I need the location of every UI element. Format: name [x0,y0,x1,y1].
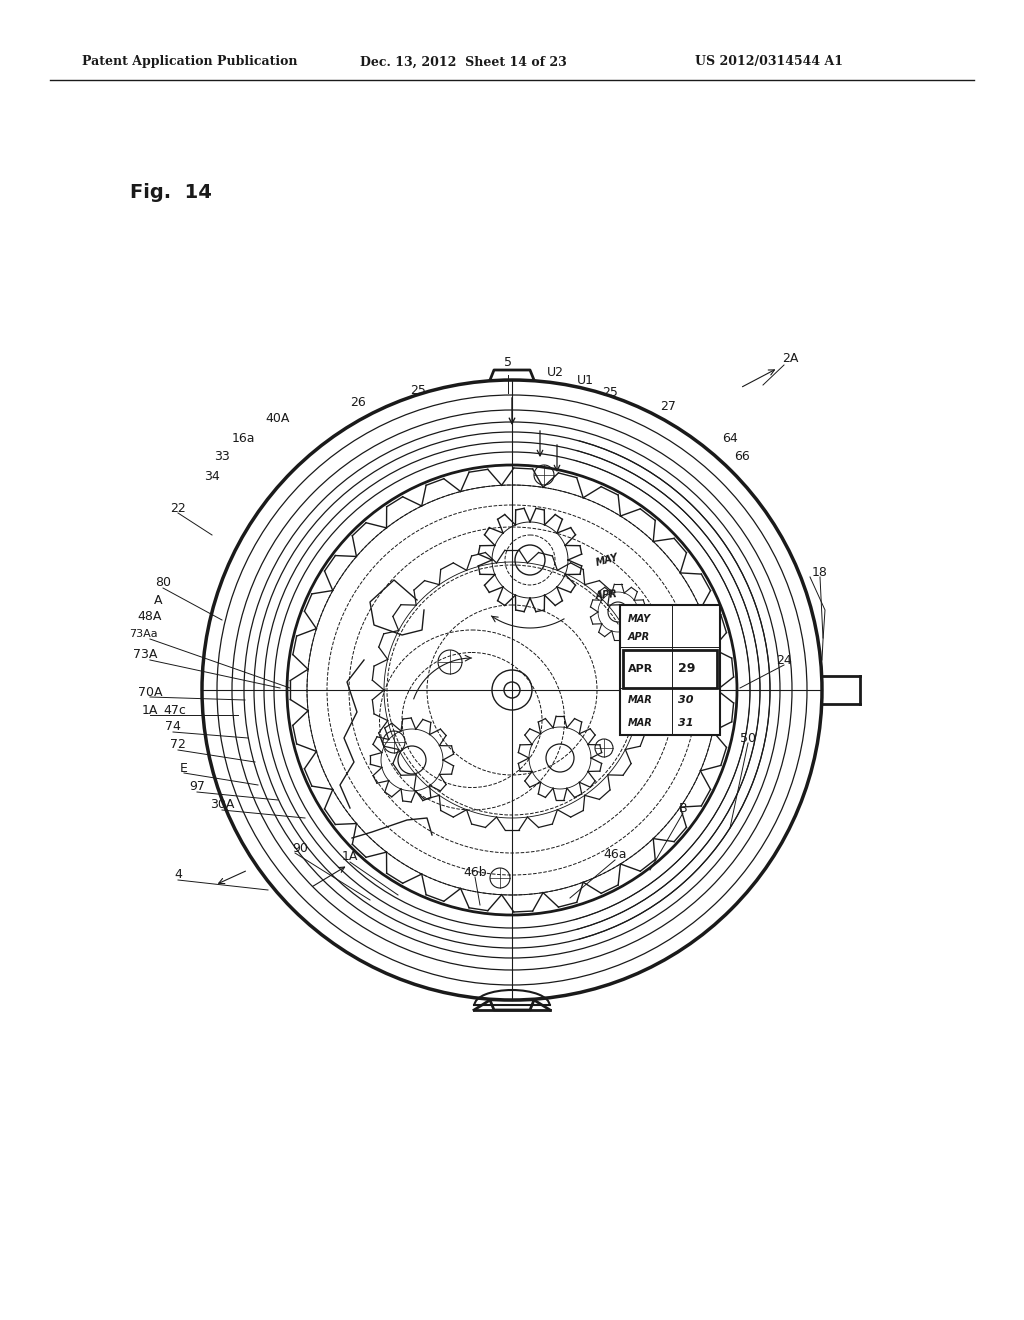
Text: 64: 64 [722,432,738,445]
Text: 16a: 16a [231,432,255,445]
Text: E: E [180,762,188,775]
Text: Fig.  14: Fig. 14 [130,182,212,202]
Text: 31: 31 [678,718,693,729]
Text: 25: 25 [602,387,617,400]
Text: U1: U1 [577,374,594,387]
Text: 33: 33 [214,450,229,463]
Text: 30A: 30A [210,799,234,812]
Bar [623,649,717,688]
Text: 73A: 73A [133,648,158,661]
Text: 30: 30 [678,696,693,705]
Text: 4: 4 [174,869,182,882]
Text: 22: 22 [170,502,186,515]
Text: MAY: MAY [595,552,620,568]
Text: 46b: 46b [463,866,486,879]
Bar [620,605,720,735]
Text: 40A: 40A [266,412,290,425]
Text: MAR: MAR [628,696,652,705]
Text: US 2012/0314544 A1: US 2012/0314544 A1 [695,55,843,69]
Text: 29: 29 [678,663,695,676]
Text: 97: 97 [189,780,205,793]
Text: 50: 50 [740,731,756,744]
Text: APR: APR [595,589,617,601]
Text: 70A: 70A [138,685,162,698]
Text: MAY: MAY [628,614,651,624]
Text: 25: 25 [410,384,426,396]
Text: 26: 26 [350,396,366,409]
Text: B: B [679,801,687,814]
Text: APR: APR [628,664,653,675]
Text: A: A [154,594,162,606]
Text: 27: 27 [660,400,676,413]
Text: 72: 72 [170,738,186,751]
Text: 1A: 1A [141,704,158,717]
Text: 24: 24 [776,653,792,667]
Text: 18: 18 [812,565,828,578]
Text: 34: 34 [204,470,220,483]
Text: U2: U2 [547,367,563,380]
Text: 80: 80 [155,577,171,590]
Text: Patent Application Publication: Patent Application Publication [82,55,298,69]
Text: 1A: 1A [342,850,358,863]
Text: 73Aa: 73Aa [129,630,158,639]
Text: MAR: MAR [628,718,652,729]
Text: 5: 5 [504,355,512,368]
Text: 47c: 47c [164,704,186,717]
Text: 74: 74 [165,721,181,734]
Text: APR: APR [628,632,650,642]
Text: 90: 90 [292,842,308,854]
Text: 2A: 2A [781,351,798,364]
Text: 48A: 48A [138,610,162,623]
Text: 46a: 46a [603,849,627,862]
Text: Dec. 13, 2012  Sheet 14 of 23: Dec. 13, 2012 Sheet 14 of 23 [360,55,566,69]
Text: 66: 66 [734,450,750,463]
